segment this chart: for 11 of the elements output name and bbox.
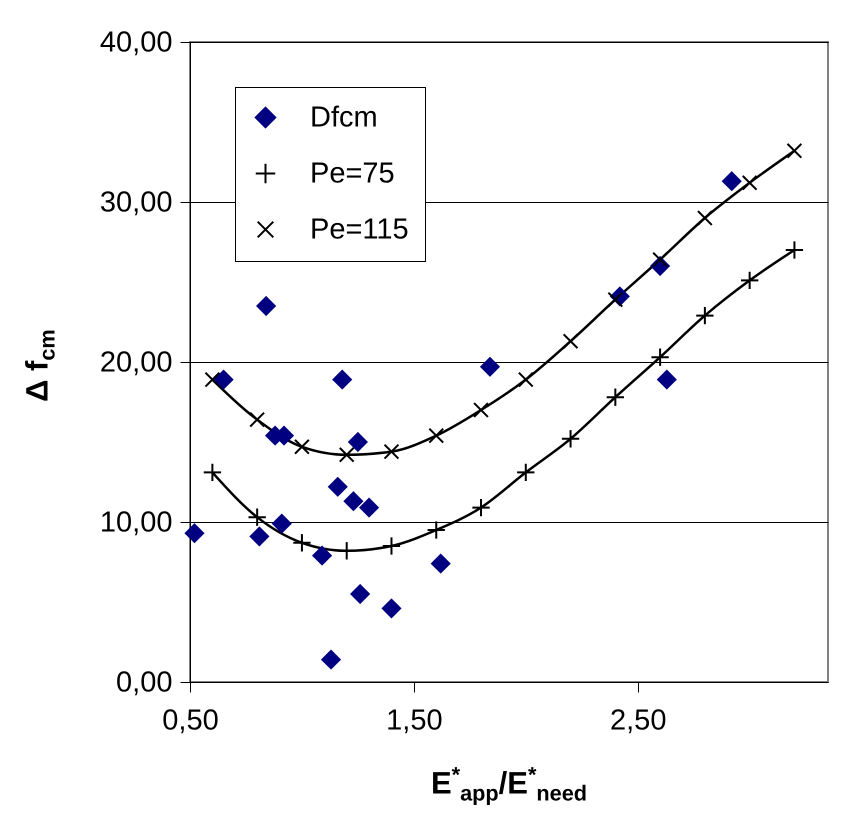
x-tick-label: 0,50: [162, 704, 219, 736]
y-tick-label: 20,00: [100, 346, 172, 378]
y-tick-label: 10,00: [100, 506, 172, 538]
x-tick-label: 1,50: [386, 704, 443, 736]
y-tick-label: 0,00: [116, 666, 172, 698]
y-tick-label: 40,00: [100, 26, 172, 58]
x-tick-label: 2,50: [610, 704, 666, 736]
legend-label: Dfcm: [310, 102, 378, 134]
legend-label: Pe=115: [310, 214, 409, 246]
y-tick-label: 30,00: [100, 186, 172, 218]
legend-label: Pe=75: [310, 158, 395, 190]
